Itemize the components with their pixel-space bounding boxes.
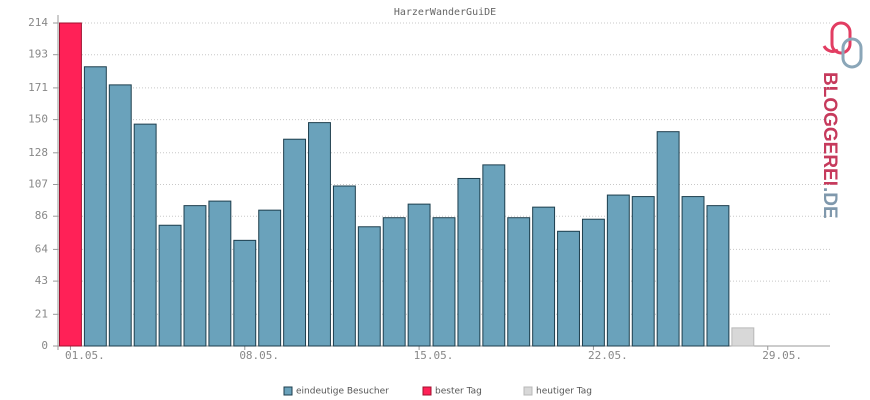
bar [532, 206, 556, 347]
y-tick-label: 107 [28, 178, 48, 191]
bar [332, 185, 356, 347]
bar [59, 22, 82, 347]
bar [432, 217, 456, 347]
y-tick-label: 0 [41, 339, 48, 352]
chart-title: HarzerWanderGuiDE [394, 7, 496, 18]
y-tick-label: 43 [35, 274, 48, 287]
legend-label: eindeutige Besucher [296, 387, 389, 397]
bar [382, 217, 406, 347]
bar [606, 194, 630, 347]
y-tick-label: 193 [28, 48, 48, 61]
legend-swatch [523, 386, 533, 396]
bar [283, 138, 307, 347]
bar [681, 196, 705, 347]
logo-text: BLOGGEREI [819, 72, 840, 186]
bar [108, 84, 132, 347]
bar [656, 131, 680, 347]
y-tick-label: 214 [28, 16, 48, 29]
bar [308, 122, 331, 347]
x-tick-label: 01.05. [65, 349, 105, 362]
bar [631, 196, 655, 347]
legend-label: bester Tag [435, 387, 482, 397]
bar [581, 218, 605, 347]
bar [457, 177, 481, 347]
bar [208, 200, 232, 347]
y-tick-label: 150 [28, 113, 48, 126]
x-tick-label: 22.05. [588, 349, 628, 362]
y-tick-label: 86 [35, 209, 48, 222]
bar [233, 239, 257, 347]
bar [507, 217, 531, 347]
y-tick-label: 21 [35, 307, 48, 320]
bar [258, 209, 282, 347]
bar [83, 66, 107, 347]
x-tick-label: 15.05. [414, 349, 454, 362]
bar [557, 230, 580, 347]
logo-icon [822, 21, 863, 69]
x-tick-label: 29.05. [762, 349, 802, 362]
y-tick-label: 128 [28, 146, 48, 159]
bar [407, 203, 431, 347]
legend-swatch [283, 386, 293, 396]
bar [731, 327, 755, 347]
x-tick-label: 08.05. [239, 349, 279, 362]
bar [706, 205, 730, 347]
bar [133, 123, 157, 347]
bar [158, 224, 182, 347]
y-tick-label: 64 [35, 242, 49, 255]
bar [357, 226, 381, 347]
logo-suffix: .DE [819, 187, 840, 219]
legend-label: heutiger Tag [536, 387, 592, 397]
bar [482, 164, 506, 347]
y-tick-label: 171 [28, 81, 48, 94]
bar [183, 205, 207, 347]
legend-swatch [422, 386, 432, 396]
